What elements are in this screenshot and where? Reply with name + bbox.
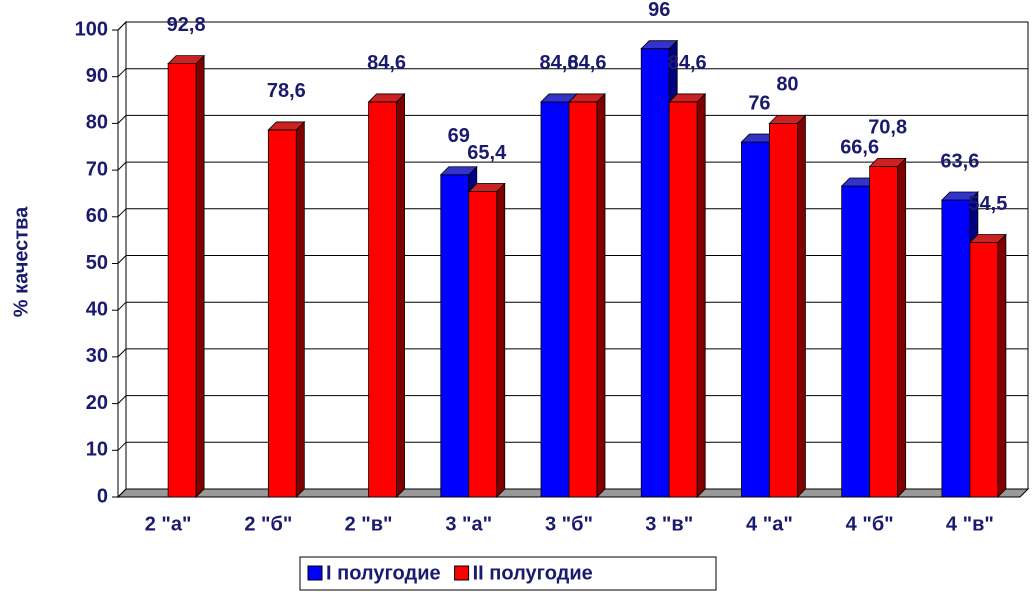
bar-top <box>868 157 907 167</box>
x-tick-label: 2 "а" <box>145 513 192 535</box>
bar-top <box>940 191 979 201</box>
bar-top <box>267 121 306 131</box>
grid-line-side <box>117 301 127 311</box>
bar <box>167 54 206 498</box>
bar <box>467 182 506 498</box>
bar-side <box>496 182 506 498</box>
y-tick-label: 50 <box>86 252 108 274</box>
grid-line-side <box>117 21 127 31</box>
grid-line-side <box>117 161 127 171</box>
value-label: 84,6 <box>568 52 607 74</box>
value-label: 70,8 <box>868 117 907 139</box>
bar-top <box>167 55 206 65</box>
legend-box <box>299 556 717 591</box>
y-tick-label: 10 <box>86 439 108 461</box>
value-label: 84,6 <box>668 52 707 74</box>
bar-front <box>941 199 971 498</box>
grid-line-side <box>117 348 127 358</box>
x-tick-label: 3 "а" <box>445 513 492 535</box>
x-tick-label: 4 "а" <box>746 513 793 535</box>
y-tick-label: 90 <box>86 65 108 87</box>
bar-side <box>696 92 706 498</box>
x-tick-label: 3 "в" <box>645 513 693 535</box>
bar <box>367 92 406 498</box>
bar-side <box>897 157 907 498</box>
value-label: 96 <box>648 0 670 21</box>
legend-swatch <box>307 565 323 581</box>
legend-label: II полугодие <box>473 562 593 584</box>
value-label: 69 <box>448 125 470 147</box>
value-label: 92,8 <box>167 14 206 36</box>
grid-line-side <box>117 255 127 264</box>
bar-side <box>797 114 806 498</box>
value-label: 76 <box>748 92 770 114</box>
legend: I полугодие II полугодие <box>299 556 717 591</box>
bar-front <box>969 242 999 498</box>
bar-front <box>267 129 297 498</box>
x-tick-label: 2 "б" <box>244 513 292 535</box>
bar-side <box>596 92 606 498</box>
bar-top <box>768 115 807 124</box>
bar-front <box>540 101 570 498</box>
value-label: 63,6 <box>940 150 979 172</box>
bar-front <box>769 123 798 498</box>
bar-side <box>997 233 1007 498</box>
grid-line-side <box>117 441 127 451</box>
bar <box>968 233 1007 498</box>
y-tick-label: 80 <box>86 112 108 134</box>
y-tick-label: 40 <box>86 298 108 320</box>
y-tick-label: 20 <box>86 392 108 414</box>
y-tick-label: 100 <box>75 18 108 40</box>
bar-top <box>640 40 679 50</box>
x-tick-label: 2 "в" <box>345 513 393 535</box>
bar-side <box>396 92 405 498</box>
bar <box>267 120 306 498</box>
value-label: 66,6 <box>840 136 879 158</box>
bar-front <box>741 141 770 498</box>
y-tick-label: 60 <box>86 205 108 227</box>
bar-front <box>640 48 670 498</box>
y-tick-label: 30 <box>86 345 108 367</box>
y-tick-label: 0 <box>97 485 108 507</box>
bar-front <box>841 185 871 498</box>
value-label: 84,6 <box>540 52 579 74</box>
value-label: 78,6 <box>267 80 306 102</box>
bar <box>868 157 907 498</box>
bar-front <box>167 63 197 498</box>
bar <box>668 92 707 498</box>
grid-line-side <box>117 115 127 124</box>
grid-line-side <box>117 68 127 78</box>
legend-label: I полугодие <box>326 562 441 584</box>
bar <box>768 114 807 498</box>
bar-front <box>869 165 899 498</box>
bar-top <box>439 166 478 176</box>
grid-line-side <box>117 488 127 498</box>
bar-front <box>668 101 698 498</box>
bar-top <box>367 93 406 103</box>
bar-front <box>468 191 498 498</box>
value-label: 54,5 <box>968 193 1007 215</box>
value-label: 84,6 <box>367 52 406 74</box>
bar <box>568 92 606 498</box>
bar-top <box>968 234 1007 243</box>
bar-front <box>568 101 598 498</box>
x-tick-label: 4 "б" <box>846 513 894 535</box>
bar-top <box>568 93 606 103</box>
x-tick-label: 3 "б" <box>545 513 593 535</box>
grid-line-side <box>117 395 127 404</box>
value-label: 80 <box>776 74 798 96</box>
y-axis-title: % качества <box>10 206 32 317</box>
legend-swatch <box>454 565 470 581</box>
bar-top <box>467 183 506 192</box>
x-tick-label: 4 "в" <box>946 513 994 535</box>
y-tick-label: 70 <box>86 158 108 180</box>
bar-side <box>295 120 305 498</box>
bar-side <box>195 54 205 498</box>
grid-line-side <box>117 208 127 218</box>
bar-top <box>668 93 707 103</box>
bar-front <box>368 101 397 498</box>
value-label: 65,4 <box>467 142 507 164</box>
bar-front <box>440 174 470 498</box>
